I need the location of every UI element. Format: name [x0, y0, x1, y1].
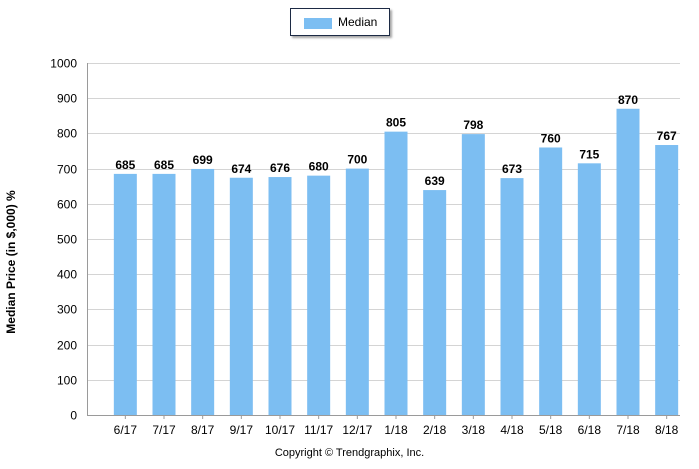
- y-tick-label: 700: [57, 163, 77, 177]
- bar: [539, 147, 563, 416]
- x-tick-label: 8/17: [191, 423, 215, 437]
- data-label: 674: [231, 162, 251, 176]
- data-label: 805: [386, 116, 406, 130]
- x-tick-label: 6/18: [578, 423, 602, 437]
- bar: [577, 163, 601, 415]
- x-tick-label: 7/18: [616, 423, 640, 437]
- x-tick-label: 5/18: [539, 423, 563, 437]
- x-tick-label: 4/18: [500, 423, 524, 437]
- x-tick-label: 1/18: [384, 423, 408, 437]
- copyright-text: Copyright © Trendgraphix, Inc.: [274, 447, 425, 459]
- bar: [500, 178, 524, 415]
- bar: [191, 168, 215, 415]
- bar: [268, 177, 292, 415]
- bar: [423, 190, 447, 415]
- x-tick-label: 11/17: [304, 423, 333, 437]
- x-tick-label: 3/18: [462, 423, 486, 437]
- y-tick-label: 800: [57, 127, 77, 141]
- data-label: 680: [309, 160, 329, 174]
- data-label: 798: [463, 118, 483, 132]
- y-tick-label: 900: [57, 92, 77, 106]
- data-label: 685: [115, 158, 135, 172]
- x-tick-label: 7/17: [152, 423, 176, 437]
- x-tick-label: 9/17: [230, 423, 254, 437]
- data-label: 685: [154, 158, 174, 172]
- y-tick-label: 0: [70, 409, 77, 423]
- y-tick-label: 200: [57, 339, 77, 353]
- x-tick-label: 2/18: [423, 423, 447, 437]
- bar: [152, 173, 176, 415]
- x-tick-label: 12/17: [342, 423, 372, 437]
- legend: Median: [290, 8, 390, 36]
- x-tick-label: 8/18: [655, 423, 679, 437]
- legend-label: Median: [338, 15, 378, 29]
- data-label: 699: [193, 153, 213, 167]
- data-label: 700: [347, 153, 367, 167]
- y-tick-label: 400: [57, 268, 77, 282]
- y-tick-label: 600: [57, 198, 77, 212]
- bar: [345, 168, 369, 415]
- bar: [655, 145, 679, 416]
- x-tick-label: 6/17: [114, 423, 138, 437]
- data-label: 639: [425, 174, 445, 188]
- y-tick-label: 100: [57, 374, 77, 388]
- x-tick-label: 10/17: [265, 423, 295, 437]
- bar: [113, 173, 137, 415]
- bar: [229, 177, 253, 415]
- data-label: 870: [618, 93, 638, 107]
- bar: [307, 175, 331, 415]
- y-tick-label: 300: [57, 303, 77, 317]
- data-label: 673: [502, 162, 522, 176]
- bar: [461, 134, 485, 415]
- data-label: 676: [270, 161, 290, 175]
- bar: [384, 131, 408, 415]
- y-tick-label: 1000: [50, 57, 77, 71]
- y-tick-label: 500: [57, 233, 77, 247]
- data-label: 760: [541, 131, 561, 145]
- bar: [616, 108, 640, 415]
- legend-swatch: [304, 18, 332, 29]
- data-label: 715: [579, 147, 599, 161]
- data-label: 767: [657, 129, 677, 143]
